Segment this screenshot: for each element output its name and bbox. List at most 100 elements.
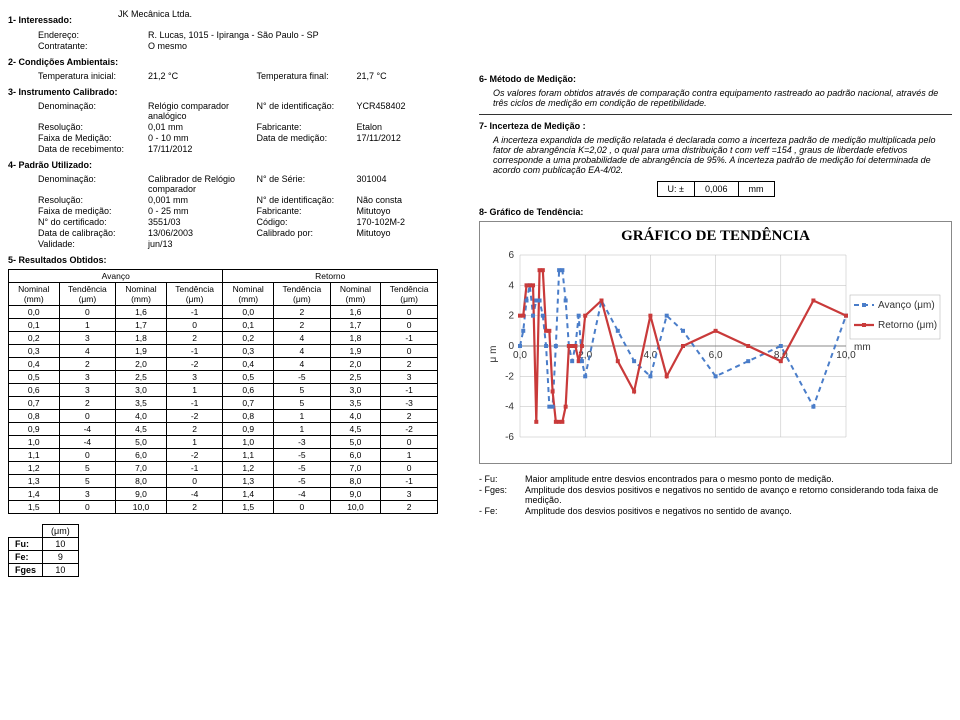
s6-text: Os valores foram obtidos através de comp… [479,88,952,108]
svg-text:mm: mm [854,342,871,353]
table-cell: -4 [166,488,223,501]
u-label: U: ± [657,181,695,197]
s3-id: YCR458402 [357,101,466,121]
table-cell: 0 [381,462,438,475]
th-retorno: Retorno [223,270,438,283]
calibration-cert-page: 1- Interessado: JK Mecânica Ltda. Endere… [8,8,952,577]
table-cell: 2,0 [116,358,167,371]
s3-dr: 17/11/2012 [148,144,465,154]
table-cell: -5 [274,462,331,475]
table-cell: 4,0 [116,410,167,423]
table-cell: 0 [59,306,116,319]
table-cell: 5,0 [330,436,381,449]
table-cell: 1,7 [116,319,167,332]
table-cell: 0,2 [223,332,274,345]
table-cell: 7,0 [116,462,167,475]
table-cell: 1,1 [9,449,60,462]
s3-res-l: Resolução: [38,122,148,132]
table-cell: 4,5 [116,423,167,436]
th-nom1: Nominal (mm) [9,283,60,306]
s3-dm-l: Data de medição: [257,133,357,143]
table-cell: 4,0 [330,410,381,423]
table-cell: 0,9 [9,423,60,436]
s3-den: Relógio comparador analógico [148,101,257,121]
s4-id-l: N° de identificação: [257,195,357,205]
s4-res-l: Resolução: [38,195,148,205]
table-cell: 1,7 [330,319,381,332]
s4-fx-l: Faixa de medição: [38,206,148,216]
table-cell: 4 [59,345,116,358]
table-cell: 3,5 [330,397,381,410]
table-cell: 1 [274,410,331,423]
fe-v: 9 [43,551,79,564]
s4-fab: Mitutoyo [357,206,466,216]
n-fe-v: Amplitude dos desvios positivos e negati… [525,506,952,516]
table-cell: 0,7 [9,397,60,410]
table-cell: 1,3 [223,475,274,488]
table-cell: 1,2 [9,462,60,475]
table-cell: 2 [274,306,331,319]
s4-dc: 13/06/2003 [148,228,257,238]
s4-fab-l: Fabricante: [257,206,357,216]
table-cell: 3 [59,332,116,345]
table-cell: 1 [59,319,116,332]
tf-value: 21,7 °C [357,71,466,81]
table-cell: -1 [166,462,223,475]
table-cell: 0 [381,306,438,319]
table-cell: 10,0 [116,501,167,514]
table-cell: 4,5 [330,423,381,436]
table-cell: -2 [166,358,223,371]
table-cell: 0 [381,319,438,332]
contratante-value: O mesmo [148,41,465,51]
table-cell: 0 [166,319,223,332]
u-value: 0,006 [695,181,739,197]
fe-l: Fe: [9,551,43,564]
s5-title: 5- Resultados Obtidos: [8,255,465,265]
table-cell: 0,8 [9,410,60,423]
table-cell: 2,5 [330,371,381,384]
contratante-label: Contratante: [38,41,148,51]
s3-den-l: Denominação: [38,101,148,121]
table-cell: 0,2 [9,332,60,345]
table-cell: 4 [274,332,331,345]
table-cell: 0,8 [223,410,274,423]
table-cell: 0 [59,449,116,462]
n-fg-l: - Fges: [479,485,525,505]
results-table: AvançoRetorno Nominal (mm)Tendência (μm)… [8,269,438,514]
s4-fx: 0 - 25 mm [148,206,257,216]
ti-value: 21,2 °C [148,71,257,81]
svg-text:-6: -6 [505,432,514,443]
chart-container: GRÁFICO DE TENDÊNCIA -6-4-202460,02,04,0… [479,221,952,464]
s8-title: 8- Gráfico de Tendência: [479,207,952,217]
svg-text:6: 6 [508,250,514,261]
s7-text: A incerteza expandida de medição relatad… [479,135,952,175]
n-fu-l: - Fu: [479,474,525,484]
table-cell: 0,9 [223,423,274,436]
s4-cp-l: Calibrado por: [257,228,357,238]
table-cell: 1,2 [223,462,274,475]
table-cell: 1,0 [223,436,274,449]
s4-title: 4- Padrão Utilizado: [8,160,465,170]
table-cell: 1 [166,436,223,449]
right-column: 6- Método de Medição: Os valores foram o… [475,8,952,577]
svg-text:-4: -4 [505,402,514,413]
s3-title: 3- Instrumento Calibrado: [8,87,465,97]
table-cell: 8,0 [116,475,167,488]
table-cell: 5,0 [116,436,167,449]
s4-ns-l: N° de Série: [257,174,357,194]
u-box: U: ± 0,006 mm [657,181,775,197]
table-cell: -5 [274,371,331,384]
table-cell: -2 [166,410,223,423]
table-cell: -4 [274,488,331,501]
table-cell: 0,1 [223,319,274,332]
table-cell: 3 [59,371,116,384]
table-cell: 0,4 [9,358,60,371]
table-cell: 3,0 [330,384,381,397]
svg-text:0,0: 0,0 [513,350,527,361]
table-cell: 0 [59,410,116,423]
table-cell: 2 [274,319,331,332]
svg-text:-2: -2 [505,371,514,382]
th-nom4: Nominal (mm) [330,283,381,306]
table-cell: 1,5 [9,501,60,514]
table-cell: -1 [381,384,438,397]
